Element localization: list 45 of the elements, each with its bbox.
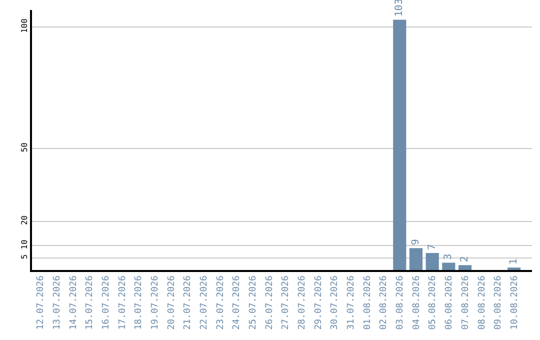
x-tick-label: 06.08.2026 bbox=[444, 276, 455, 330]
x-tick-label: 18.07.2026 bbox=[134, 276, 144, 330]
x-tick-label: 17.07.2026 bbox=[118, 276, 128, 330]
x-tick-label: 07.08.2026 bbox=[460, 276, 471, 330]
y-tick-label: 100 bbox=[20, 18, 29, 34]
data-label: 7 bbox=[426, 244, 438, 250]
x-tick-label: 27.07.2026 bbox=[281, 276, 292, 330]
x-tick-label: 23.07.2026 bbox=[216, 276, 226, 330]
x-tick-label: 19.07.2026 bbox=[150, 276, 160, 330]
data-label: 2 bbox=[460, 256, 471, 262]
x-tick-label: 14.07.2026 bbox=[68, 276, 79, 330]
x-tick-label: 22.07.2026 bbox=[199, 276, 210, 330]
y-tick-label: 10 bbox=[20, 240, 29, 250]
x-tick-label: 29.07.2026 bbox=[314, 276, 324, 330]
x-tick-label: 01.08.2026 bbox=[362, 276, 373, 330]
y-tick-label: 50 bbox=[20, 142, 29, 152]
x-tick-label: 30.07.2026 bbox=[330, 276, 340, 330]
data-label: 3 bbox=[443, 254, 454, 260]
x-tick-label: 12.07.2026 bbox=[36, 276, 46, 330]
y-tick-label: 5 bbox=[20, 254, 29, 260]
data-label: 1 bbox=[508, 258, 520, 265]
data-label: 9 bbox=[410, 239, 422, 246]
x-tick-label: 03.08.2026 bbox=[396, 276, 406, 330]
bar bbox=[393, 20, 406, 270]
x-tick-label: 21.07.2026 bbox=[183, 276, 194, 330]
x-tick-label: 13.07.2026 bbox=[52, 276, 62, 330]
x-tick-label: 20.07.2026 bbox=[166, 276, 177, 330]
x-tick-label: 10.08.2026 bbox=[510, 276, 520, 330]
x-tick-label: 16.07.2026 bbox=[101, 276, 112, 330]
bar bbox=[426, 252, 439, 270]
bar bbox=[458, 265, 472, 270]
x-tick-label: 28.07.2026 bbox=[298, 276, 308, 330]
bar bbox=[442, 262, 456, 270]
x-tick-label: 02.08.2026 bbox=[379, 276, 390, 330]
bar bbox=[409, 248, 423, 270]
x-tick-label: 09.08.2026 bbox=[494, 276, 504, 330]
x-tick-label: 24.07.2026 bbox=[232, 276, 242, 330]
x-tick-label: 15.07.2026 bbox=[85, 276, 96, 330]
x-tick-label: 26.07.2026 bbox=[264, 276, 275, 330]
y-tick-label: 20 bbox=[20, 215, 29, 226]
x-tick-label: 25.07.2026 bbox=[248, 276, 259, 330]
x-tick-label: 31.07.2026 bbox=[346, 276, 357, 330]
x-tick-label: 05.08.2026 bbox=[428, 276, 438, 330]
x-tick-label: 04.08.2026 bbox=[412, 276, 422, 330]
x-tick-label: 08.08.2026 bbox=[477, 276, 488, 330]
